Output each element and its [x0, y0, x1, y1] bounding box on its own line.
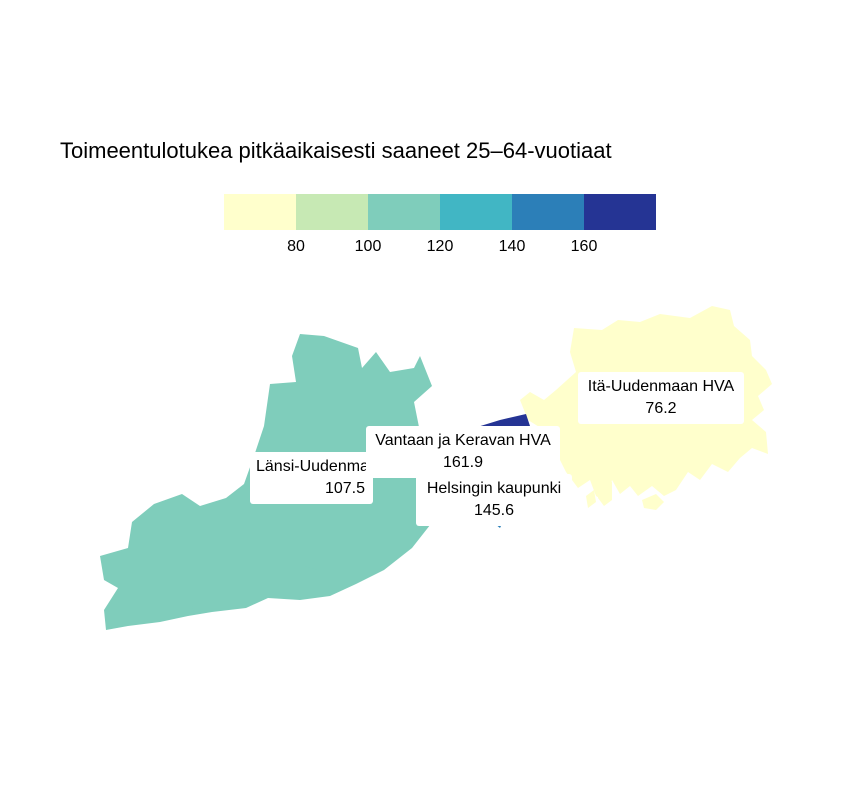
region-value: 161.9 [442, 454, 484, 471]
region-name: Helsingin kaupunki [426, 480, 562, 497]
legend-tick: 160 [570, 238, 598, 255]
legend-swatch [224, 194, 296, 230]
legend-swatch [584, 194, 656, 230]
region-name: Vantaan ja Keravan HVA [375, 432, 551, 449]
region-label-lansi-uusimaa: Länsi-Uudenmaan HVA 107.5 [250, 452, 373, 504]
legend-swatch [296, 194, 368, 230]
region-label-helsinki: Helsingin kaupunki 145.6 [416, 474, 572, 526]
legend-swatch [440, 194, 512, 230]
region-value: 76.2 [645, 400, 677, 417]
map-title: Toimeentulotukea pitkäaikaisesti saaneet… [60, 138, 612, 163]
legend-tick: 140 [498, 238, 526, 255]
region-value: 145.6 [473, 502, 515, 519]
region-value: 107.5 [324, 480, 365, 497]
region-name: Itä-Uudenmaan HVA [587, 378, 735, 395]
color-legend [224, 194, 656, 230]
legend-tick: 120 [426, 238, 454, 255]
region-label-ita-uusimaa: Itä-Uudenmaan HVA 76.2 [578, 372, 744, 424]
region-label-vantaa-kerava: Vantaan ja Keravan HVA 161.9 [366, 426, 560, 478]
legend-swatch [512, 194, 584, 230]
region-name: Länsi-Uudenmaan HVA [256, 458, 373, 475]
legend-swatch [368, 194, 440, 230]
legend-tick: 100 [354, 238, 382, 255]
legend-tick: 80 [287, 238, 305, 255]
